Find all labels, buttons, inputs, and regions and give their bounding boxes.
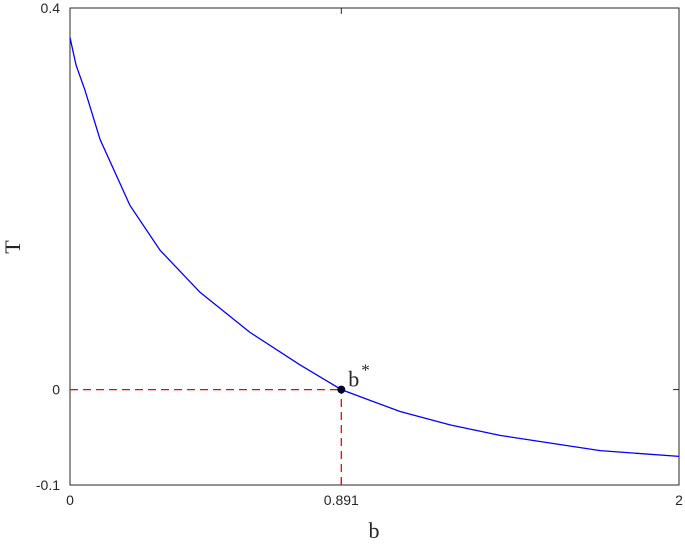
x-tick-label: 2	[675, 492, 683, 508]
y-tick-label: 0.4	[41, 0, 61, 16]
data-line	[69, 37, 680, 458]
y-axis-label: T	[0, 240, 25, 254]
highlight-label: b	[348, 367, 359, 392]
highlight-label-sup: *	[361, 361, 370, 380]
y-tick-label: -0.1	[36, 477, 60, 493]
x-axis-label: b	[369, 518, 380, 543]
highlight-point	[337, 385, 346, 394]
y-tick-label: 0	[52, 382, 60, 398]
plot-frame	[69, 7, 680, 486]
x-tick-label: 0.891	[324, 492, 359, 508]
x-tick-label: 0	[66, 492, 74, 508]
